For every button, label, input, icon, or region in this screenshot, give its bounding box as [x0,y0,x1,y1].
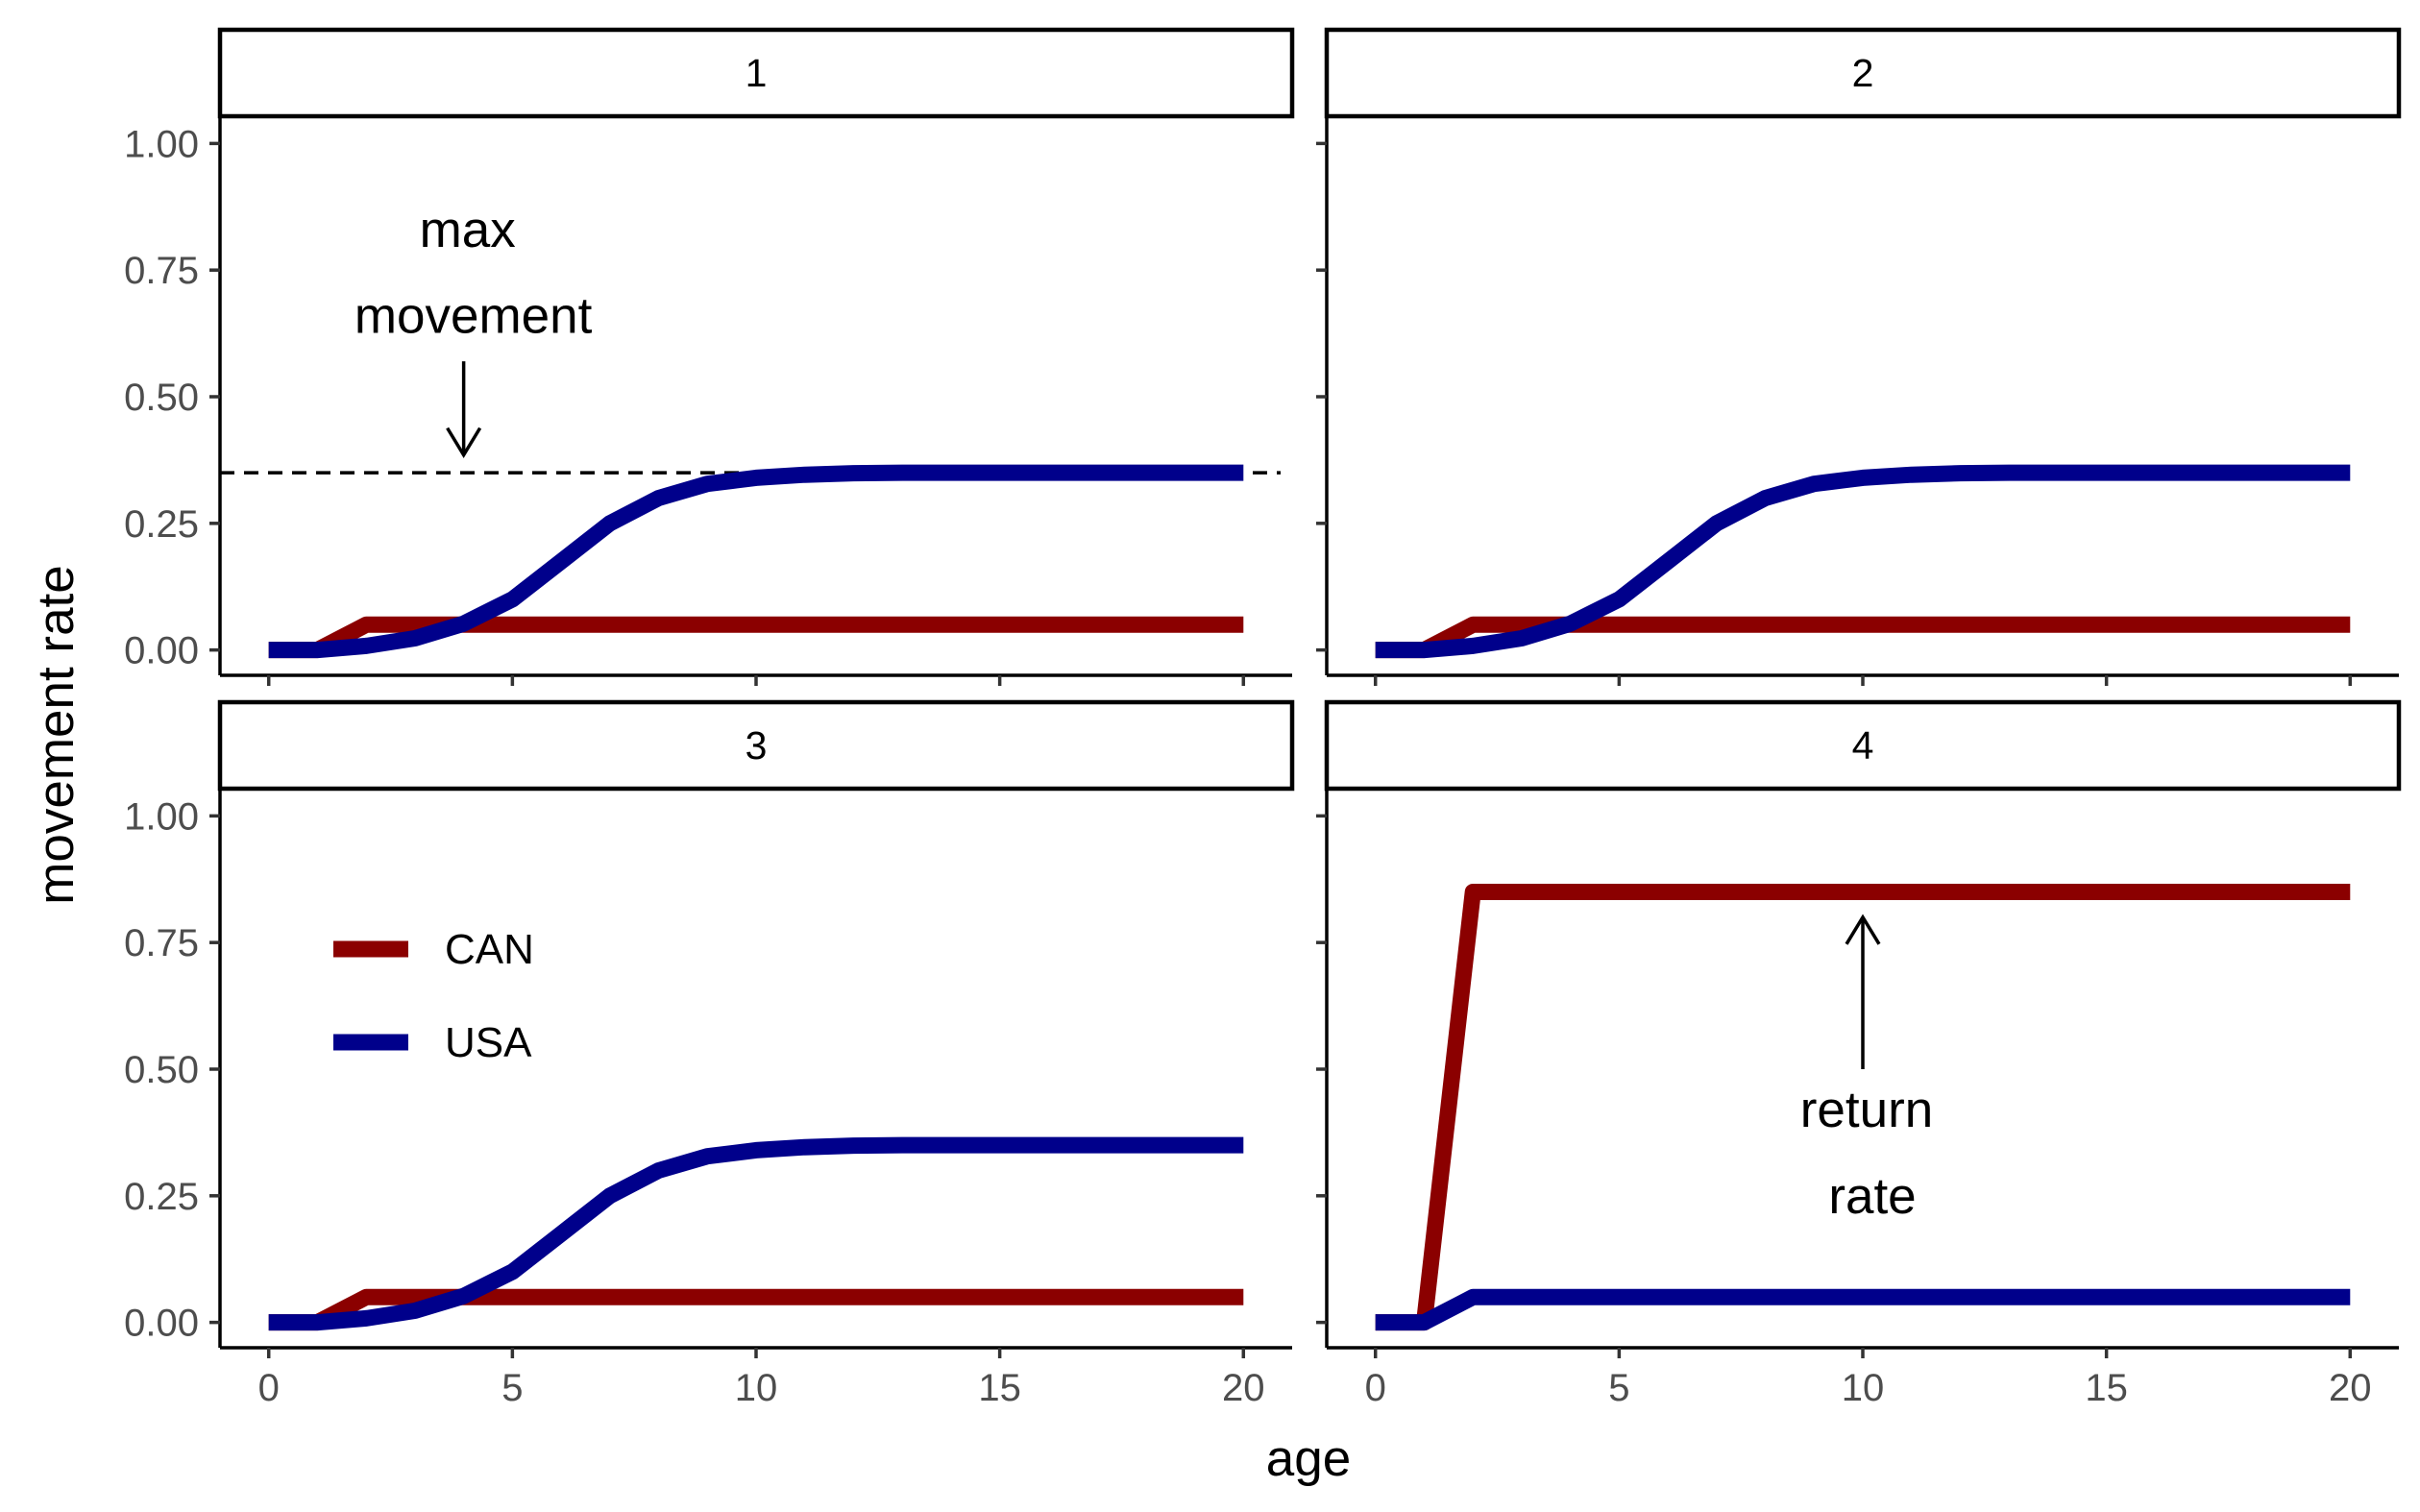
strip-header [1324,699,2402,792]
series-line-usa [1375,464,2351,659]
panel-3: 3 0.00 0.25 0.50 0.75 1.00 0 5 10 15 20 CAN USA [124,699,1295,1409]
strip-header [217,699,1295,792]
x-tick-label: 10 [735,1367,778,1409]
y-tick-label: 1.00 [124,123,199,165]
series-line-can [268,1288,1244,1331]
x-tick-label: 0 [258,1367,280,1409]
series-line-can [1375,884,2351,1331]
panel-2: 2 [1316,27,2402,686]
series-line-can [1375,616,2351,659]
legend-label-can: CAN [445,926,534,973]
series-line-usa [268,1136,1244,1331]
annotation-arrow-head [446,427,482,459]
panels-layer: 1 0.00 0.25 0.50 0.75 1.00 max movement 2 3 0.00 0.… [124,27,2402,1409]
y-tick-label: 0.25 [124,1176,199,1218]
x-tick-label: 20 [2329,1367,2372,1409]
annotation-line-2: rate [1828,1168,1916,1225]
panel-1: 1 0.00 0.25 0.50 0.75 1.00 max movement [124,27,1295,686]
strip-label: 4 [1852,723,1874,768]
x-tick-label: 15 [2085,1367,2128,1409]
x-axis-title: age [1266,1430,1351,1487]
panel-4: 4 0 5 10 15 20 return rate [1316,699,2402,1409]
x-tick-label: 5 [1608,1367,1629,1409]
annotation-line-1: return [1800,1082,1933,1138]
x-tick-label: 20 [1222,1367,1265,1409]
legend-label-usa: USA [445,1019,532,1066]
x-tick-label: 10 [1842,1367,1885,1409]
annotation-line-1: max [420,202,516,258]
y-tick-label: 0.00 [124,1303,199,1345]
annotation-line-2: movement [354,288,593,345]
y-tick-label: 0.50 [124,1049,199,1091]
y-tick-label: 0.50 [124,377,199,419]
strip-header [1324,27,2402,119]
series-line-usa [1375,1288,2351,1331]
y-tick-label: 0.25 [124,503,199,546]
y-tick-label: 0.75 [124,250,199,292]
x-tick-label: 15 [978,1367,1021,1409]
legend: CAN USA [333,926,534,1066]
y-axis-title: movement rate [28,565,85,904]
annotation-arrow-head [1845,914,1881,945]
y-tick-label: 1.00 [124,795,199,838]
strip-label: 1 [746,51,768,95]
x-tick-label: 5 [501,1367,523,1409]
strip-header [217,27,1295,119]
strip-label: 2 [1852,51,1874,95]
series-line-can [268,616,1244,659]
x-tick-label: 0 [1365,1367,1386,1409]
y-tick-label: 0.00 [124,630,199,672]
strip-label: 3 [746,723,768,768]
y-tick-label: 0.75 [124,922,199,964]
series-line-usa [268,464,1244,659]
